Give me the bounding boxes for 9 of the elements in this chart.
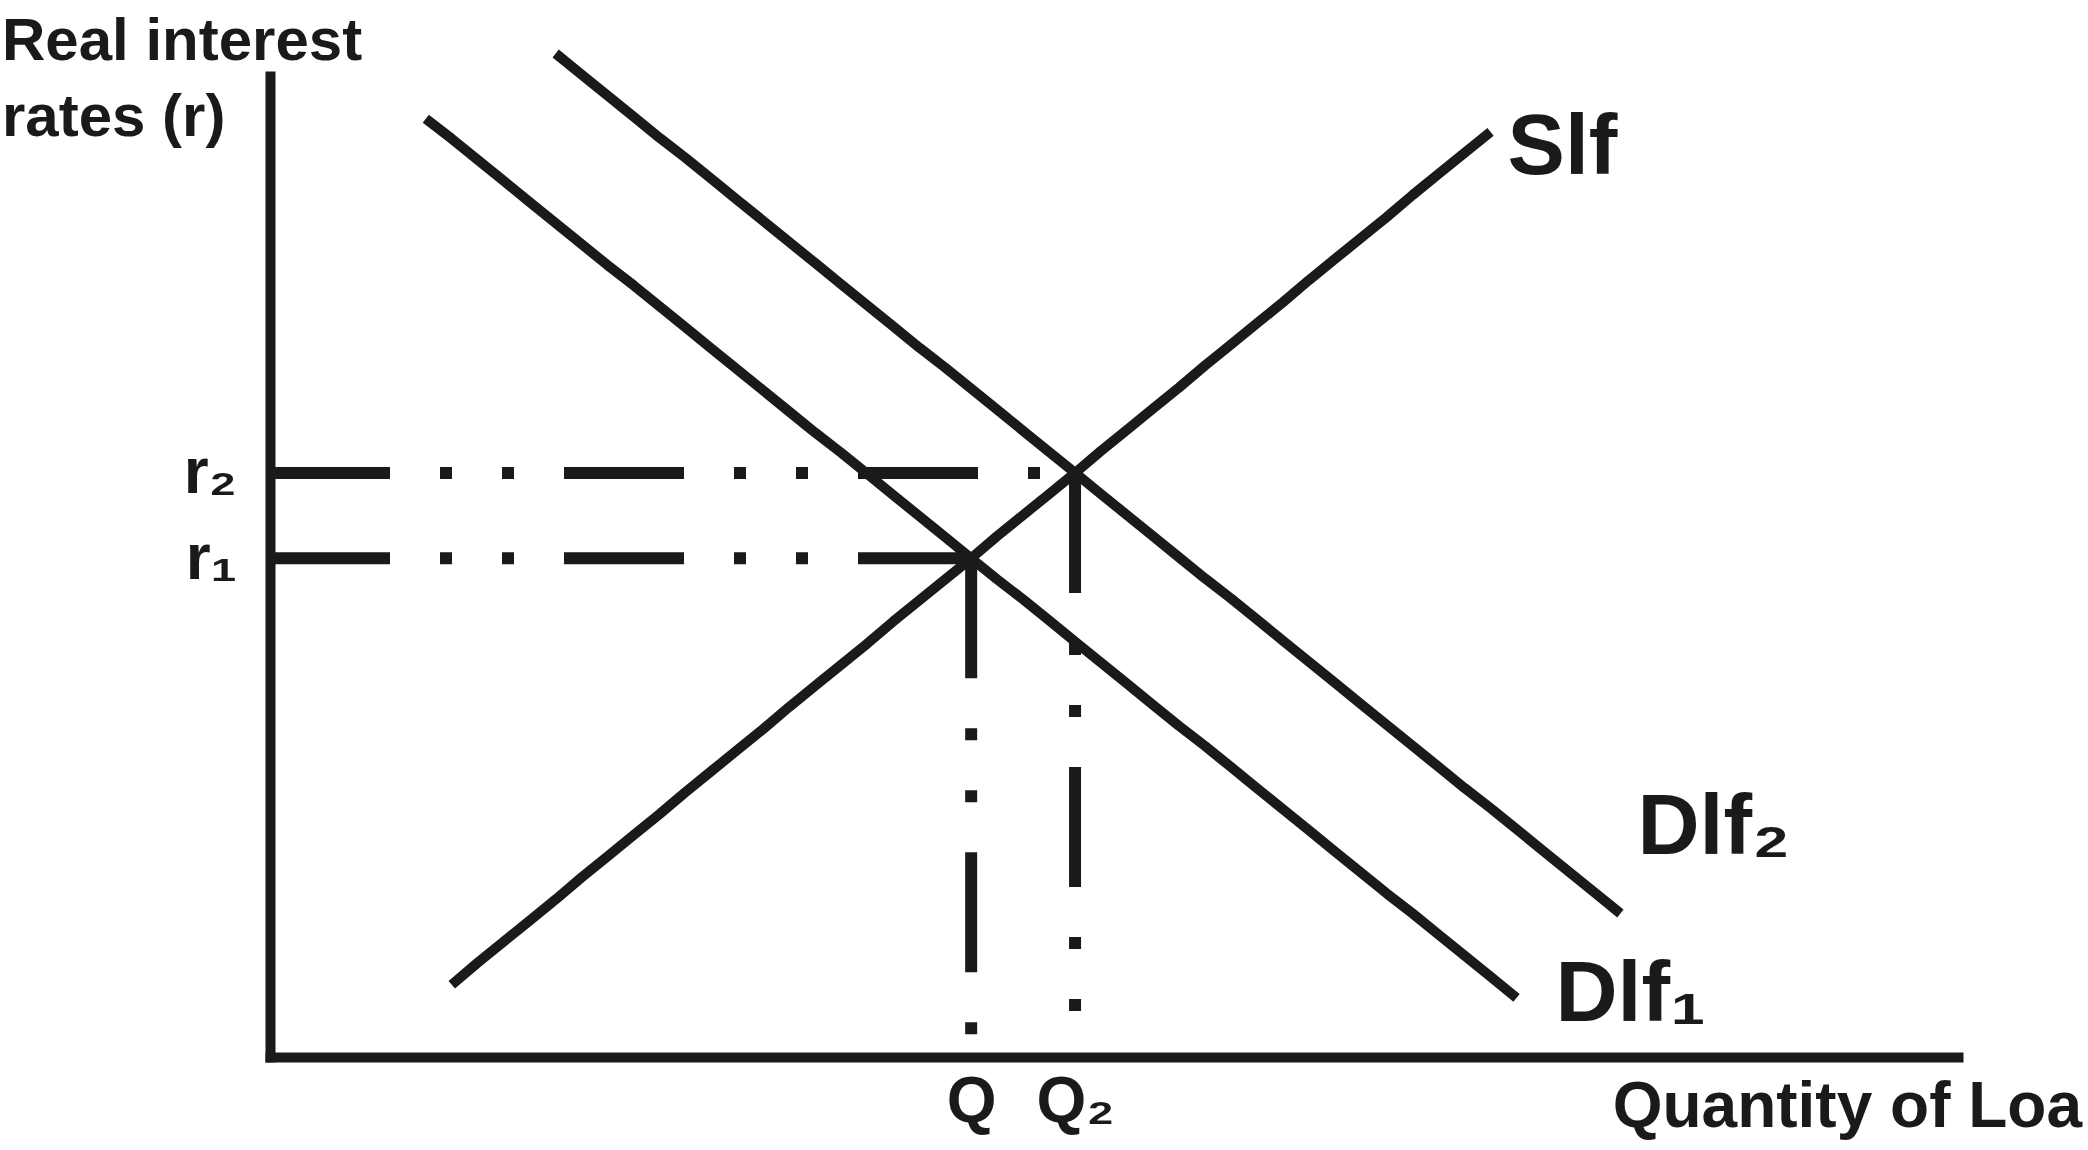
series-label: Slf (1507, 95, 1618, 192)
x-tick-label: Q (946, 1064, 997, 1137)
series-label: Dlf₁ (1555, 942, 1706, 1039)
x-tick-label: Q₂ (1036, 1064, 1115, 1137)
x-axis-title: Quantity of Loa (1612, 1069, 2083, 1141)
ref-line-label: r₂ (183, 435, 237, 508)
ref-line-label: r₁ (185, 520, 237, 593)
y-axis-title: Real interest rates (r) (2, 6, 363, 149)
series-label: Dlf₂ (1637, 776, 1791, 873)
